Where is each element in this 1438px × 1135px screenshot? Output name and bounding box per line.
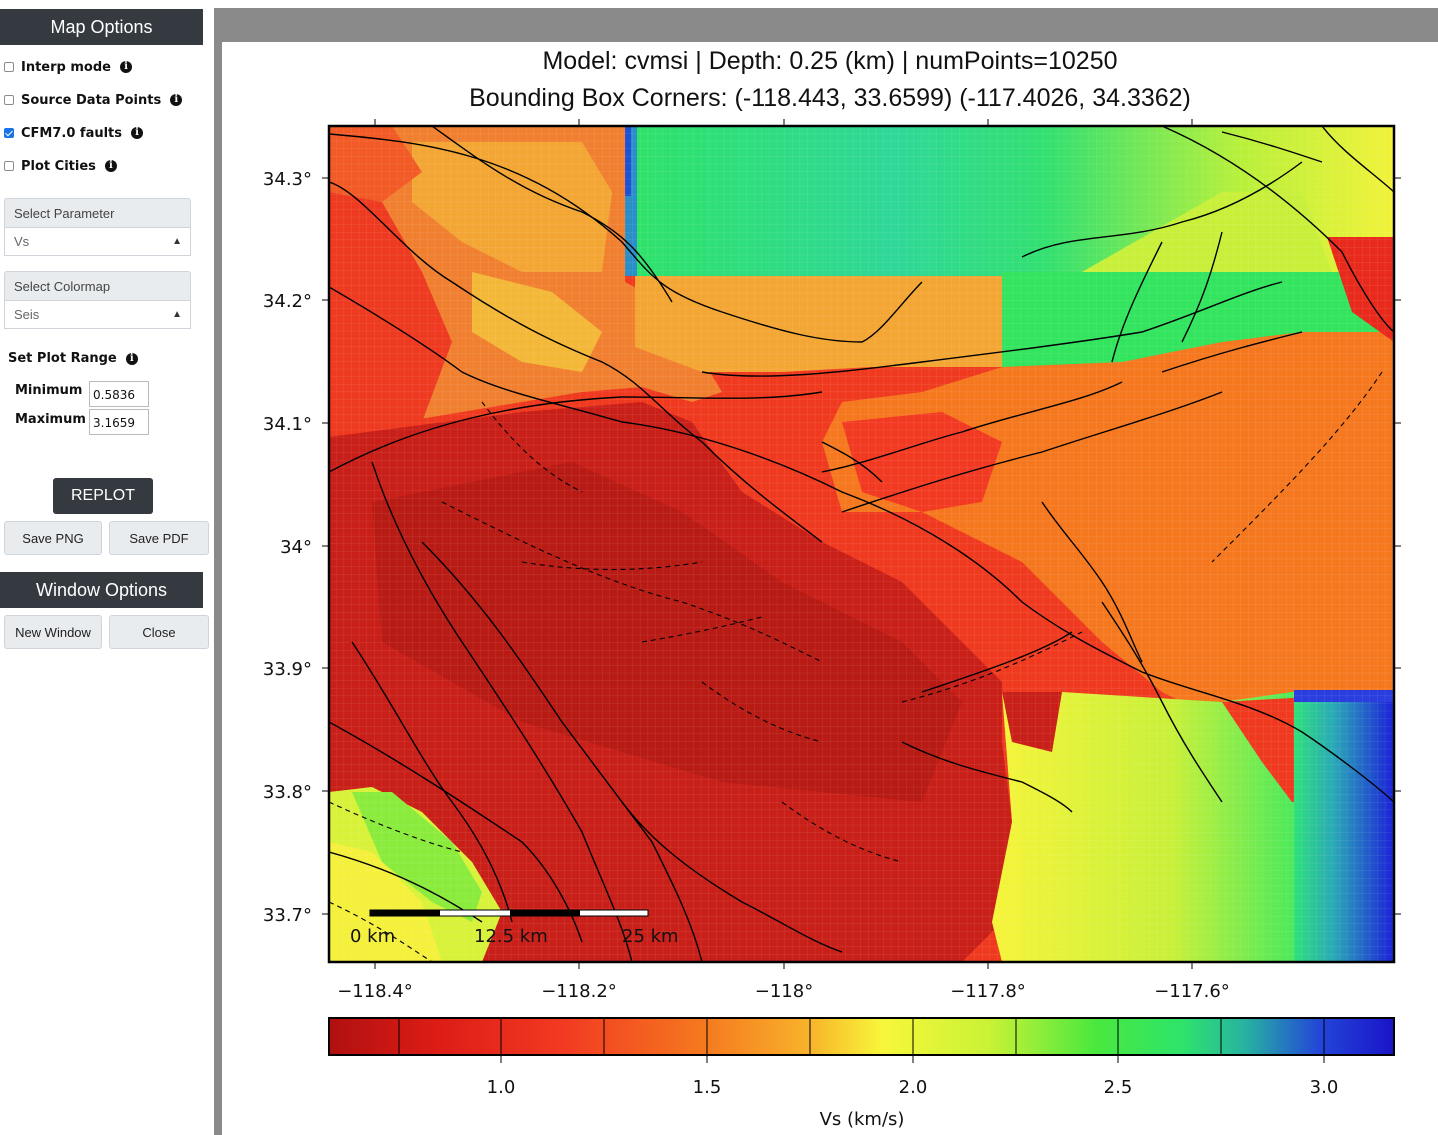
info-icon[interactable]: i <box>119 61 132 73</box>
close-button[interactable]: Close <box>109 615 209 649</box>
checkbox-box[interactable] <box>4 161 14 171</box>
map-options-header: Map Options <box>0 9 203 45</box>
plot-area: Model: cvmsi | Depth: 0.25 (km) | numPoi… <box>222 42 1438 1135</box>
colorbar-tick-label: 1.0 <box>487 1077 516 1098</box>
parameter-select[interactable]: Vs ▲ <box>4 228 191 256</box>
dashed-fault-lines <box>329 371 1383 962</box>
cfm-faults-label: CFM7.0 faults <box>21 125 123 141</box>
parameter-select-value: Vs <box>14 234 30 249</box>
y-tick-label: 34.1° <box>263 414 312 435</box>
maximum-input[interactable]: 3.1659 <box>89 409 149 435</box>
save-pdf-button[interactable]: Save PDF <box>109 521 209 555</box>
colorbar-tick-label: 1.5 <box>693 1077 722 1098</box>
select-parameter-header: Select Parameter <box>4 198 191 228</box>
maximum-label: Maximum <box>15 412 86 427</box>
plot-range-title-row: Set Plot Range i <box>8 351 138 366</box>
colormap-select[interactable]: Seis ▲ <box>4 301 191 329</box>
plot-window: Model: cvmsi | Depth: 0.25 (km) | numPoi… <box>214 8 1438 1135</box>
select-arrows-icon: ▲ <box>172 309 182 320</box>
colorbar-tick-label: 2.0 <box>899 1077 928 1098</box>
info-icon[interactable]: i <box>170 94 183 106</box>
colorbar-tick-label: 3.0 <box>1310 1077 1339 1098</box>
vs-color-field <box>329 126 1394 962</box>
cfm-fault-lines <box>329 126 1394 962</box>
source-data-points-label: Source Data Points <box>21 92 162 108</box>
replot-button[interactable]: REPLOT <box>53 478 153 514</box>
scalebar-label-25: 25 km <box>622 926 679 947</box>
cfm-faults-checkbox[interactable]: CFM7.0 faults i <box>4 123 144 143</box>
colorbar <box>328 1017 1395 1056</box>
checkbox-box-checked[interactable] <box>4 128 14 138</box>
velocity-map[interactable]: 0 km 12.5 km 25 km −118.4° <box>222 42 1438 1135</box>
plot-cities-checkbox[interactable]: Plot Cities i <box>4 156 117 176</box>
x-tick-label: −118.4° <box>337 981 413 1002</box>
select-colormap-header: Select Colormap <box>4 271 191 301</box>
minimum-input[interactable]: 0.5836 <box>89 381 149 407</box>
y-tick-label: 33.7° <box>263 905 312 926</box>
plot-range-title: Set Plot Range <box>8 351 117 366</box>
scalebar-label-12: 12.5 km <box>474 926 548 947</box>
x-tick-label: −118° <box>755 981 813 1002</box>
colorbar-ticks <box>398 1018 1325 1063</box>
plot-cities-label: Plot Cities <box>21 158 96 174</box>
plot-title-line1: Model: cvmsi | Depth: 0.25 (km) | numPoi… <box>542 47 1118 75</box>
select-arrows-icon: ▲ <box>172 236 182 247</box>
colorbar-label: Vs (km/s) <box>820 1109 905 1130</box>
window-options-header: Window Options <box>0 572 203 608</box>
map-frame <box>327 124 1396 964</box>
info-icon[interactable]: i <box>104 160 117 172</box>
x-tick-label: −117.6° <box>1154 981 1230 1002</box>
x-tick-label: −118.2° <box>541 981 617 1002</box>
source-data-points-checkbox[interactable]: Source Data Points i <box>4 90 183 110</box>
checkbox-box[interactable] <box>4 62 14 72</box>
y-tick-label: 33.9° <box>263 659 312 680</box>
info-icon[interactable]: i <box>125 352 138 365</box>
x-tick-label: −117.8° <box>950 981 1026 1002</box>
minimum-label: Minimum <box>15 383 83 398</box>
plot-title-line2: Bounding Box Corners: (-118.443, 33.6599… <box>469 84 1191 112</box>
axis-ticks <box>322 119 1401 969</box>
info-icon[interactable]: i <box>131 127 144 139</box>
new-window-button[interactable]: New Window <box>4 615 102 649</box>
sidebar: Map Options Interp mode i Source Data Po… <box>0 0 212 1135</box>
checkbox-box[interactable] <box>4 95 14 105</box>
colorbar-tick-label: 2.5 <box>1104 1077 1133 1098</box>
interp-mode-label: Interp mode <box>21 59 111 75</box>
y-tick-label: 34.2° <box>263 291 312 312</box>
colormap-select-value: Seis <box>14 307 40 322</box>
y-tick-label: 34.3° <box>263 169 312 190</box>
scale-bar <box>369 909 649 917</box>
y-tick-label: 33.8° <box>263 782 312 803</box>
save-png-button[interactable]: Save PNG <box>4 521 102 555</box>
interp-mode-checkbox[interactable]: Interp mode i <box>4 57 132 77</box>
y-tick-label: 34° <box>280 537 312 558</box>
scalebar-label-0: 0 km <box>350 926 395 947</box>
